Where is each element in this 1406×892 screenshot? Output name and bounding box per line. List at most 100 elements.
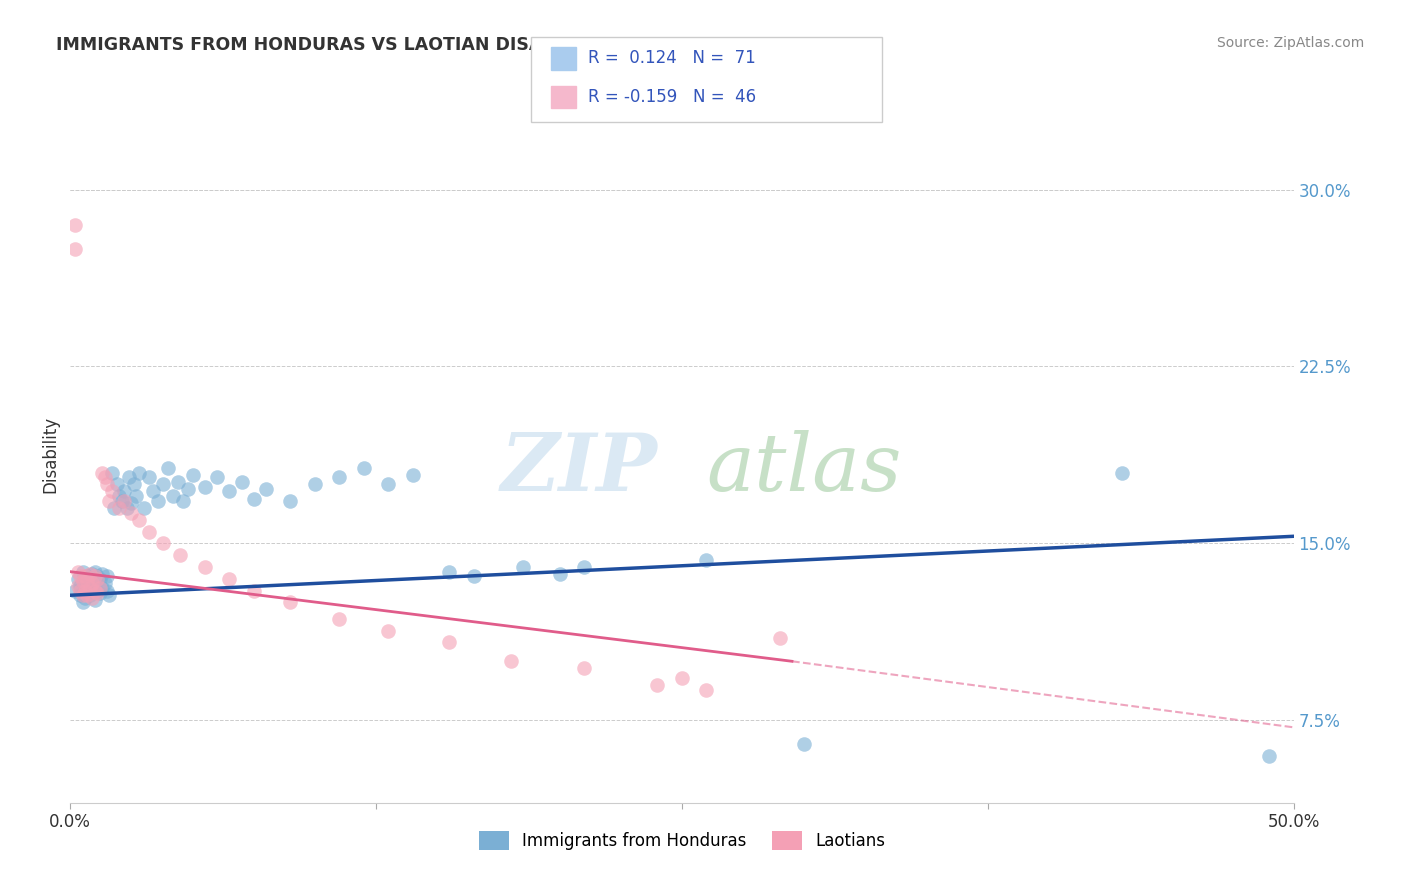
Laotians — [647, 678, 669, 692]
Immigrants from Honduras — [86, 583, 108, 598]
Laotians — [63, 218, 86, 232]
Immigrants from Honduras — [101, 466, 124, 480]
Immigrants from Honduras — [148, 494, 170, 508]
Immigrants from Honduras — [72, 565, 94, 579]
Immigrants from Honduras — [91, 567, 114, 582]
Immigrants from Honduras — [91, 581, 114, 595]
Laotians — [152, 536, 174, 550]
Immigrants from Honduras — [280, 494, 302, 508]
Laotians — [128, 513, 150, 527]
Laotians — [76, 574, 98, 588]
Immigrants from Honduras — [83, 579, 105, 593]
Immigrants from Honduras — [463, 569, 485, 583]
Immigrants from Honduras — [377, 477, 399, 491]
Immigrants from Honduras — [205, 470, 228, 484]
Immigrants from Honduras — [793, 737, 815, 751]
Y-axis label: Disability: Disability — [41, 417, 59, 493]
Immigrants from Honduras — [162, 489, 184, 503]
Immigrants from Honduras — [132, 500, 155, 515]
Immigrants from Honduras — [353, 461, 375, 475]
Laotians — [66, 579, 89, 593]
Immigrants from Honduras — [115, 500, 138, 515]
Immigrants from Honduras — [83, 565, 105, 579]
Laotians — [91, 466, 114, 480]
Laotians — [439, 635, 461, 649]
Immigrants from Honduras — [76, 569, 98, 583]
Immigrants from Honduras — [138, 470, 160, 484]
Immigrants from Honduras — [194, 480, 217, 494]
Immigrants from Honduras — [243, 491, 266, 506]
Immigrants from Honduras — [172, 494, 194, 508]
Immigrants from Honduras — [402, 467, 425, 482]
Immigrants from Honduras — [111, 494, 134, 508]
Laotians — [79, 567, 101, 582]
Immigrants from Honduras — [218, 484, 240, 499]
Laotians — [82, 591, 104, 605]
Laotians — [72, 588, 94, 602]
Laotians — [86, 572, 108, 586]
Laotians — [138, 524, 160, 539]
Laotians — [695, 682, 717, 697]
Laotians — [769, 631, 792, 645]
Laotians — [101, 484, 124, 499]
Laotians — [169, 548, 191, 562]
Immigrants from Honduras — [79, 574, 101, 588]
Immigrants from Honduras — [142, 484, 165, 499]
Immigrants from Honduras — [121, 496, 143, 510]
Laotians — [96, 477, 118, 491]
Laotians — [63, 242, 86, 256]
Immigrants from Honduras — [548, 567, 571, 582]
Immigrants from Honduras — [96, 569, 118, 583]
Text: IMMIGRANTS FROM HONDURAS VS LAOTIAN DISABILITY CORRELATION CHART: IMMIGRANTS FROM HONDURAS VS LAOTIAN DISA… — [56, 36, 820, 54]
Immigrants from Honduras — [328, 470, 350, 484]
Immigrants from Honduras — [125, 489, 148, 503]
Immigrants from Honduras — [105, 477, 128, 491]
Immigrants from Honduras — [128, 466, 150, 480]
Immigrants from Honduras — [572, 560, 595, 574]
Immigrants from Honduras — [695, 553, 717, 567]
Laotians — [243, 583, 266, 598]
Immigrants from Honduras — [69, 588, 91, 602]
Laotians — [76, 588, 98, 602]
Laotians — [194, 560, 217, 574]
Immigrants from Honduras — [69, 579, 91, 593]
Immigrants from Honduras — [118, 470, 141, 484]
Immigrants from Honduras — [73, 591, 96, 605]
Immigrants from Honduras — [304, 477, 326, 491]
Immigrants from Honduras — [231, 475, 253, 489]
Laotians — [73, 583, 96, 598]
Immigrants from Honduras — [439, 565, 461, 579]
Immigrants from Honduras — [167, 475, 190, 489]
Laotians — [218, 572, 240, 586]
Immigrants from Honduras — [177, 482, 200, 496]
Laotians — [69, 583, 91, 598]
Laotians — [572, 661, 595, 675]
Immigrants from Honduras — [103, 500, 125, 515]
Immigrants from Honduras — [254, 482, 277, 496]
Legend: Immigrants from Honduras, Laotians: Immigrants from Honduras, Laotians — [472, 824, 891, 857]
Immigrants from Honduras — [108, 489, 131, 503]
Immigrants from Honduras — [512, 560, 534, 574]
Immigrants from Honduras — [76, 583, 98, 598]
Immigrants from Honduras — [1258, 748, 1281, 763]
Immigrants from Honduras — [89, 572, 111, 586]
Immigrants from Honduras — [122, 477, 145, 491]
Laotians — [72, 574, 94, 588]
Text: atlas: atlas — [706, 430, 901, 508]
Text: R =  0.124   N =  71: R = 0.124 N = 71 — [588, 49, 755, 68]
Laotians — [89, 581, 111, 595]
Immigrants from Honduras — [1111, 466, 1133, 480]
Laotians — [79, 581, 101, 595]
Laotians — [83, 583, 105, 598]
Laotians — [280, 595, 302, 609]
Text: R = -0.159   N =  46: R = -0.159 N = 46 — [588, 88, 756, 106]
Immigrants from Honduras — [72, 595, 94, 609]
Laotians — [69, 569, 91, 583]
Immigrants from Honduras — [152, 477, 174, 491]
Laotians — [671, 671, 693, 685]
Laotians — [98, 494, 121, 508]
Immigrants from Honduras — [89, 586, 111, 600]
Immigrants from Honduras — [112, 484, 135, 499]
Laotians — [377, 624, 399, 638]
Laotians — [112, 494, 135, 508]
